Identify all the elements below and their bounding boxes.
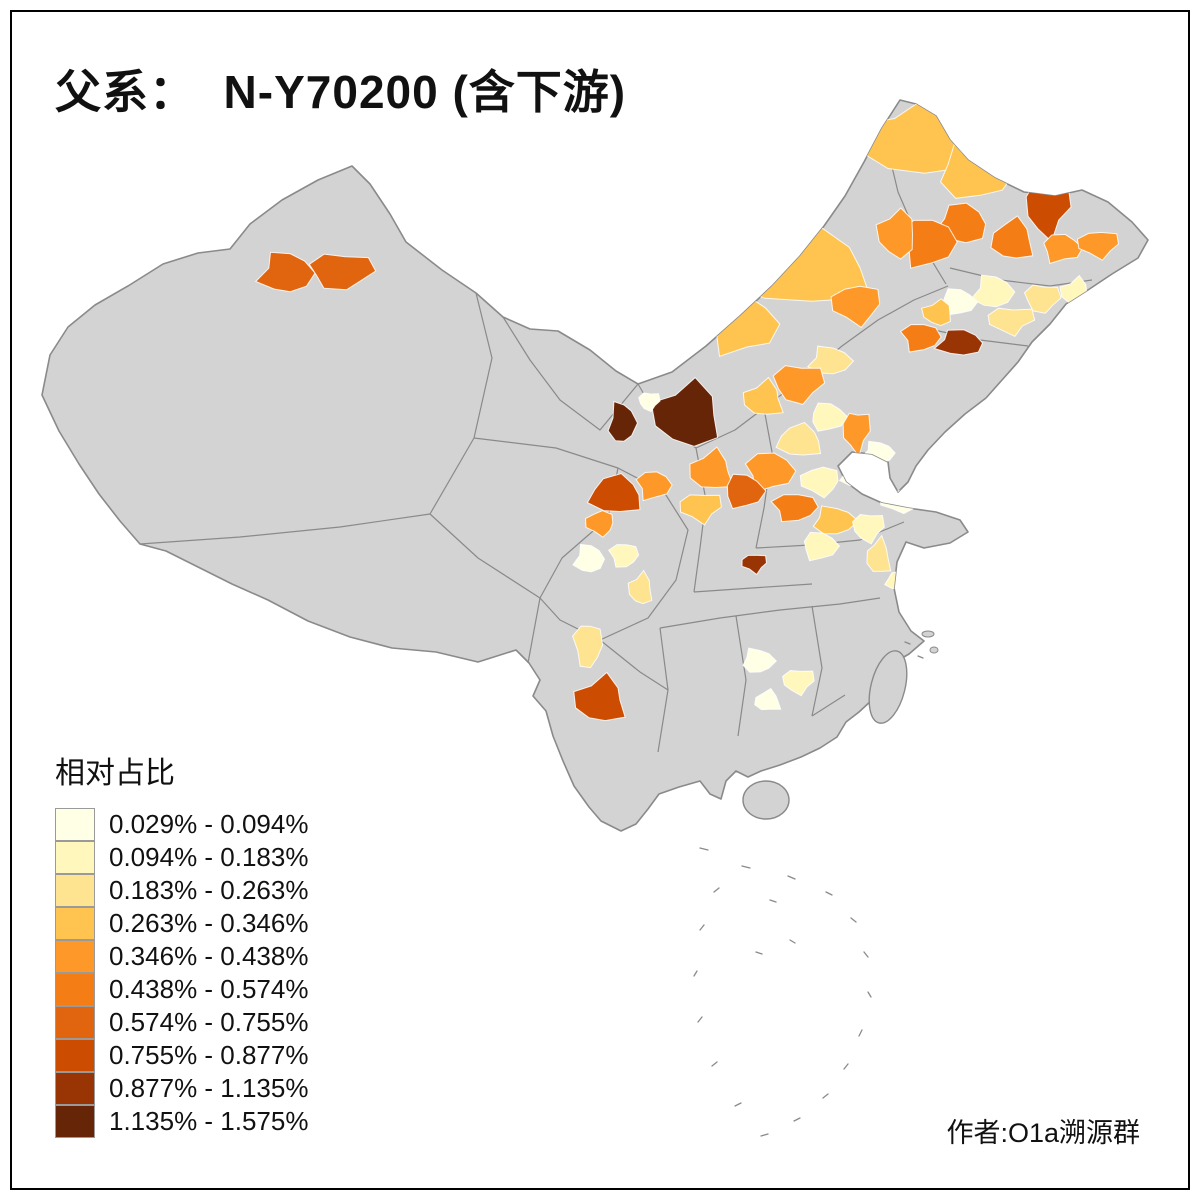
prefecture-region xyxy=(572,625,604,669)
prefecture-region xyxy=(627,569,653,605)
author-credit: 作者:O1a溯源群 xyxy=(946,1118,1140,1148)
legend-swatch xyxy=(55,1039,95,1072)
prefecture-region xyxy=(866,534,892,572)
legend-label: 0.346% - 0.438% xyxy=(109,941,309,971)
legend-entry: 0.263% - 0.346% xyxy=(55,907,308,940)
prefecture-region xyxy=(830,285,881,329)
prefecture-region xyxy=(987,307,1036,338)
prefecture-region xyxy=(638,392,661,413)
prefecture-region xyxy=(900,593,924,610)
legend-entries: 0.029% - 0.094% 0.094% - 0.183% 0.183% - 0… xyxy=(55,808,308,1138)
prefecture-region xyxy=(812,505,859,535)
prefecture-region xyxy=(812,402,849,432)
prefecture-region xyxy=(742,647,778,673)
prefecture-region xyxy=(572,543,606,573)
legend-entry: 0.183% - 0.263% xyxy=(55,874,308,907)
taiwan-island xyxy=(868,650,908,724)
legend-swatch xyxy=(55,1006,95,1039)
legend-entry: 0.029% - 0.094% xyxy=(55,808,308,841)
prefecture-region xyxy=(920,298,952,327)
prefecture-region xyxy=(875,207,914,260)
legend-label: 0.755% - 0.877% xyxy=(109,1040,309,1070)
prefecture-region xyxy=(899,323,942,353)
prefecture-region xyxy=(741,554,768,576)
prefecture-region xyxy=(852,513,885,545)
legend-swatch xyxy=(55,1072,95,1105)
prefecture-region xyxy=(754,687,782,711)
legend-swatch xyxy=(55,1105,95,1138)
legend-label: 0.029% - 0.094% xyxy=(109,809,309,839)
hainan-island xyxy=(742,780,790,820)
prefecture-region xyxy=(742,376,784,415)
prefecture-region xyxy=(650,376,719,447)
prefecture-region xyxy=(970,274,1016,308)
south-china-sea-islands xyxy=(693,641,924,1137)
legend-label: 0.263% - 0.346% xyxy=(109,908,309,938)
legend-swatch xyxy=(55,841,95,874)
legend-label: 0.877% - 1.135% xyxy=(109,1073,309,1103)
prefecture-region xyxy=(799,466,839,499)
legend-entry: 0.438% - 0.574% xyxy=(55,973,308,1006)
legend-swatch xyxy=(55,973,95,1006)
prefecture-region xyxy=(990,215,1034,259)
legend-label: 0.183% - 0.263% xyxy=(109,875,309,905)
legend-swatch xyxy=(55,874,95,907)
legend-label: 0.438% - 0.574% xyxy=(109,974,309,1004)
legend: 相对占比 0.029% - 0.094% 0.094% - 0.183% 0.183… xyxy=(55,748,308,1138)
coastal-islet xyxy=(929,646,939,654)
legend-entry: 0.346% - 0.438% xyxy=(55,940,308,973)
prefecture-region xyxy=(607,400,639,442)
prefecture-region xyxy=(1043,233,1084,265)
legend-swatch xyxy=(55,808,95,841)
legend-title: 相对占比 xyxy=(55,757,175,790)
prefecture-region xyxy=(726,473,767,510)
prefecture-region xyxy=(838,461,872,488)
prefecture-region xyxy=(803,531,841,562)
coastal-islet xyxy=(921,630,935,638)
prefecture-region xyxy=(775,421,822,456)
legend-swatch xyxy=(55,907,95,940)
prefecture-region xyxy=(608,544,640,568)
legend-entry: 0.755% - 0.877% xyxy=(55,1039,308,1072)
legend-swatch xyxy=(55,940,95,973)
prefecture-region xyxy=(842,412,871,458)
legend-entry: 0.574% - 0.755% xyxy=(55,1006,308,1039)
prefecture-region xyxy=(933,329,984,356)
china-mainland xyxy=(41,99,1149,832)
prefecture-region xyxy=(770,494,819,523)
prefecture-region xyxy=(573,671,626,722)
prefecture-region xyxy=(772,365,826,405)
prefecture-region xyxy=(308,253,377,291)
prefecture-region xyxy=(806,345,855,375)
legend-label: 0.574% - 0.755% xyxy=(109,1007,309,1037)
prefecture-region xyxy=(689,446,735,489)
prefecture-region xyxy=(1023,284,1062,314)
prefecture-region xyxy=(254,251,316,293)
page-title: 父系： N-Y70200 (含下游) xyxy=(55,66,627,118)
prefecture-region xyxy=(1076,231,1120,261)
prefecture-region xyxy=(586,472,641,513)
legend-entry: 0.877% - 1.135% xyxy=(55,1072,308,1105)
prefecture-region xyxy=(782,669,815,697)
legend-entry: 1.135% - 1.575% xyxy=(55,1105,308,1138)
prefecture-region xyxy=(635,471,673,502)
prefecture-region xyxy=(679,494,722,526)
legend-label: 1.135% - 1.575% xyxy=(109,1106,309,1136)
legend-entry: 0.094% - 0.183% xyxy=(55,841,308,874)
legend-label: 0.094% - 0.183% xyxy=(109,842,309,872)
prefecture-region xyxy=(584,510,614,538)
